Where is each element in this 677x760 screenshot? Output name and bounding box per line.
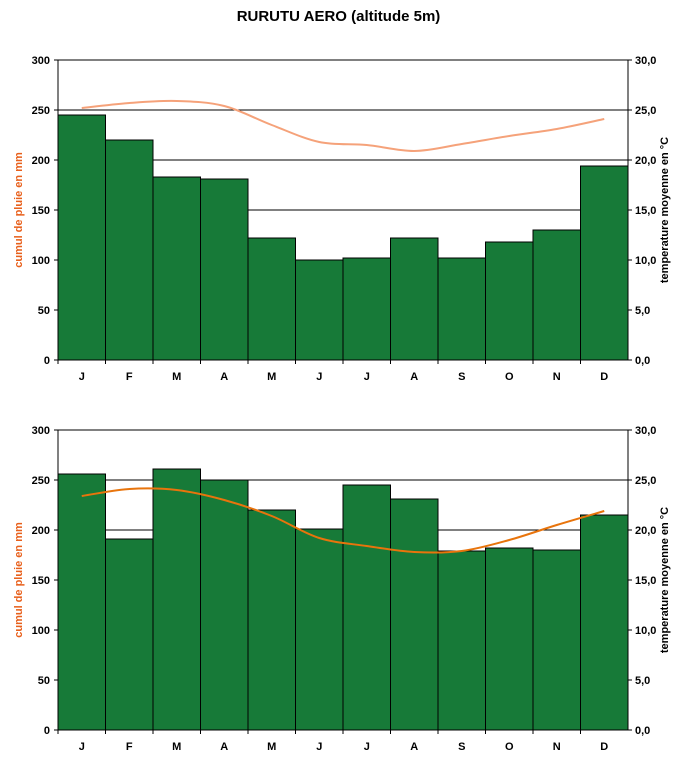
x-tick-label: J <box>79 371 85 383</box>
y2-tick-label: 20,0 <box>635 525 656 537</box>
x-tick-label: N <box>553 741 561 753</box>
y2-axis-title: temperature moyenne en °C <box>659 137 671 283</box>
y-tick-label: 0 <box>44 725 50 737</box>
rainfall-bar <box>152 176 201 361</box>
x-tick-label: N <box>553 371 561 383</box>
rainfall-bar <box>437 257 486 361</box>
y2-tick-label: 10,0 <box>635 255 656 267</box>
x-tick-label: J <box>364 741 370 753</box>
rainfall-bar <box>342 257 391 361</box>
x-tick-label: O <box>505 741 514 753</box>
x-tick-label: J <box>316 371 322 383</box>
y2-tick-label: 30,0 <box>635 55 656 67</box>
y2-tick-label: 5,0 <box>635 675 650 687</box>
y-tick-label: 0 <box>44 355 50 367</box>
rainfall-bar <box>247 509 296 731</box>
rainfall-bar <box>485 241 534 361</box>
figure-title: RURUTU AERO (altitude 5m) <box>236 8 441 25</box>
y2-tick-label: 20,0 <box>635 155 656 167</box>
x-tick-label: A <box>410 371 418 383</box>
x-tick-label: F <box>126 741 133 753</box>
y-tick-label: 300 <box>32 425 50 437</box>
rainfall-bar <box>200 178 249 361</box>
rainfall-bar <box>485 547 534 731</box>
y-tick-label: 50 <box>38 305 50 317</box>
rainfall-bar <box>532 549 581 731</box>
y2-tick-label: 15,0 <box>635 205 656 217</box>
rainfall-temperature-chart-2: 0 50 100 150 200 250 300 0,0 5,0 10,0 15,0 20,0 25,0… <box>13 425 671 753</box>
y2-tick-label: 25,0 <box>635 475 656 487</box>
x-tick-label: S <box>458 371 465 383</box>
rainfall-bar <box>390 498 439 731</box>
y-tick-label: 100 <box>32 625 50 637</box>
rainfall-bar <box>105 538 154 731</box>
y-axis-title: cumul de pluie en mm <box>13 152 25 268</box>
x-tick-label: F <box>126 371 133 383</box>
x-tick-label: J <box>316 741 322 753</box>
y2-tick-label: 10,0 <box>635 625 656 637</box>
y-tick-label: 200 <box>32 525 50 537</box>
y2-tick-label: 15,0 <box>635 575 656 587</box>
y2-tick-label: 0,0 <box>635 355 650 367</box>
y-tick-label: 250 <box>32 105 50 117</box>
rainfall-temperature-chart-1: 0 50 100 150 200 250 300 0,0 5,0 10,0 15,0 20,0 25,0… <box>13 55 671 383</box>
x-tick-label: M <box>267 741 276 753</box>
x-tick-label: A <box>220 371 228 383</box>
y-tick-label: 200 <box>32 155 50 167</box>
rainfall-bar <box>152 468 201 731</box>
temperature-line <box>81 487 605 554</box>
temperature-line <box>81 99 605 153</box>
rainfall-bar <box>580 165 629 361</box>
rainfall-bar <box>580 514 629 731</box>
rainfall-bar <box>57 114 106 361</box>
x-tick-label: S <box>458 741 465 753</box>
x-tick-label: D <box>600 741 608 753</box>
rainfall-bar <box>295 528 344 731</box>
y-tick-label: 100 <box>32 255 50 267</box>
y-tick-label: 50 <box>38 675 50 687</box>
y2-tick-label: 30,0 <box>635 425 656 437</box>
x-tick-label: M <box>172 371 181 383</box>
x-tick-label: M <box>267 371 276 383</box>
x-tick-label: M <box>172 741 181 753</box>
x-tick-label: A <box>220 741 228 753</box>
y2-tick-label: 25,0 <box>635 105 656 117</box>
x-tick-label: O <box>505 371 514 383</box>
x-tick-label: J <box>364 371 370 383</box>
y-tick-label: 150 <box>32 575 50 587</box>
x-tick-label: D <box>600 371 608 383</box>
y-tick-label: 150 <box>32 205 50 217</box>
rainfall-bar <box>342 484 391 731</box>
rainfall-bar <box>105 139 154 361</box>
x-tick-label: J <box>79 741 85 753</box>
y2-tick-label: 5,0 <box>635 305 650 317</box>
rainfall-bar <box>200 479 249 731</box>
y-axis-title: cumul de pluie en mm <box>13 522 25 638</box>
rainfall-bar <box>247 237 296 361</box>
y-tick-label: 300 <box>32 55 50 67</box>
rainfall-bar <box>295 259 344 361</box>
rainfall-bar <box>532 229 581 361</box>
y-tick-label: 250 <box>32 475 50 487</box>
rainfall-bar <box>390 237 439 361</box>
rainfall-bar <box>437 550 486 731</box>
rainfall-bar <box>57 473 106 731</box>
x-tick-label: A <box>410 741 418 753</box>
y2-tick-label: 0,0 <box>635 725 650 737</box>
y2-axis-title: temperature moyenne en °C <box>659 507 671 653</box>
